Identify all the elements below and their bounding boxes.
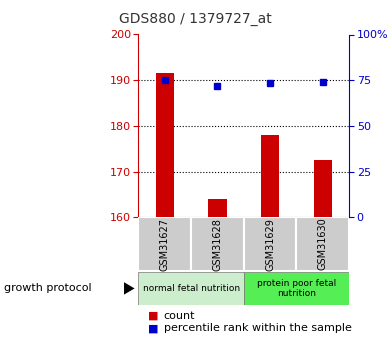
Bar <box>156 73 174 217</box>
Text: GSM31630: GSM31630 <box>318 218 328 270</box>
Bar <box>244 217 296 271</box>
Text: protein poor fetal
nutrition: protein poor fetal nutrition <box>257 279 336 298</box>
Bar <box>208 199 227 217</box>
Text: percentile rank within the sample: percentile rank within the sample <box>164 324 352 333</box>
Bar <box>138 272 244 305</box>
Text: GSM31628: GSM31628 <box>213 218 222 270</box>
Bar <box>261 135 279 217</box>
Text: ■: ■ <box>148 311 159 321</box>
Bar <box>138 217 191 271</box>
Bar <box>191 217 244 271</box>
Text: normal fetal nutrition: normal fetal nutrition <box>142 284 240 293</box>
Text: ■: ■ <box>148 324 159 333</box>
Text: count: count <box>164 311 195 321</box>
Text: growth protocol: growth protocol <box>4 284 92 293</box>
Text: GDS880 / 1379727_at: GDS880 / 1379727_at <box>119 12 271 26</box>
Bar <box>296 217 349 271</box>
Text: GSM31629: GSM31629 <box>265 218 275 270</box>
Bar <box>244 272 349 305</box>
Bar <box>314 160 332 217</box>
Text: GSM31627: GSM31627 <box>160 218 170 270</box>
